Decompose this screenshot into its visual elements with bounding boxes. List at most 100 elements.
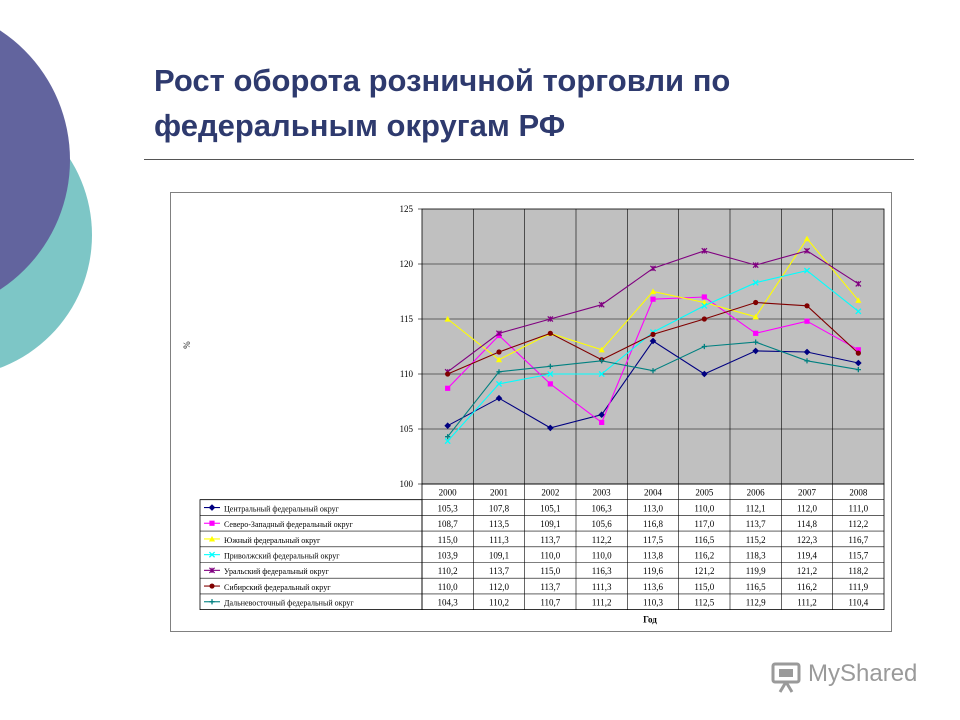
point-marker	[444, 315, 451, 322]
plot-area	[421, 208, 885, 485]
table-value: 109,1	[540, 519, 560, 529]
table-value: 113,8	[643, 551, 663, 561]
legend-entry: Уральский федеральный округ	[224, 567, 329, 576]
table-value: 110,4	[848, 598, 868, 608]
table-value: 115,2	[746, 535, 766, 545]
point-marker	[752, 347, 759, 355]
table-value: 110,0	[694, 503, 714, 513]
x-axis-label: Год	[643, 615, 657, 625]
point-marker	[599, 419, 605, 425]
table-value: 115,0	[438, 535, 458, 545]
table-value: 111,0	[849, 503, 869, 513]
table-value: 113,7	[489, 566, 509, 576]
point-marker	[855, 347, 861, 353]
table-value: 118,3	[746, 551, 766, 561]
point-marker	[208, 535, 216, 542]
table-value: 112,2	[848, 519, 868, 529]
watermark-text: MyShared	[808, 660, 918, 687]
table-value: 115,7	[848, 551, 868, 561]
point-marker	[752, 279, 759, 286]
point-marker	[752, 313, 759, 320]
table-value: 116,5	[694, 535, 714, 545]
x-category-label: 2008	[849, 488, 868, 498]
table-value: 116,7	[848, 535, 868, 545]
point-marker	[803, 348, 811, 356]
point-marker	[495, 394, 503, 402]
table-value: 116,2	[694, 551, 714, 561]
x-category-label: 2005	[695, 488, 714, 498]
table-value: 110,0	[438, 582, 458, 592]
x-category-label: 2000	[439, 488, 458, 498]
point-marker	[209, 583, 215, 589]
point-marker	[496, 349, 502, 355]
table-value: 105,1	[540, 503, 560, 513]
y-tick-label: 125	[400, 204, 414, 214]
point-marker	[650, 368, 656, 374]
table-value: 119,6	[643, 566, 663, 576]
table-value: 108,7	[438, 519, 459, 529]
table-value: 103,9	[438, 551, 459, 561]
table-value: 113,5	[489, 519, 509, 529]
point-marker	[855, 359, 862, 367]
watermark: MyShared	[768, 658, 928, 693]
point-marker	[547, 381, 553, 387]
table-value: 112,2	[592, 535, 612, 545]
retail-turnover-chart: 100 105 110 115 120 125% 2000 2001 2002 2003 2004 2…	[182, 204, 885, 625]
legend-entry: Приволжский федеральный округ	[224, 552, 340, 561]
point-marker	[547, 330, 553, 336]
table-value: 113,7	[540, 582, 560, 592]
point-marker	[855, 350, 861, 356]
table-value: 116,3	[592, 566, 612, 576]
point-marker	[803, 247, 811, 254]
point-marker	[599, 358, 605, 364]
point-marker	[444, 438, 451, 445]
table-value: 113,6	[643, 582, 663, 592]
point-marker	[752, 262, 759, 269]
table-value: 121,2	[694, 566, 714, 576]
point-marker	[445, 434, 451, 440]
table-value: 116,8	[643, 519, 663, 529]
y-tick-label: 100	[400, 479, 414, 489]
legend-entry: Северо-Западный федеральный округ	[224, 520, 353, 529]
point-marker	[495, 356, 503, 363]
table-value: 112,5	[694, 598, 714, 608]
x-category-label: 2003	[593, 488, 612, 498]
table-value: 111,3	[592, 582, 612, 592]
table-value: 112,0	[489, 582, 509, 592]
table-value: 104,3	[438, 598, 459, 608]
x-category-label: 2006	[747, 488, 766, 498]
x-category-label: 2001	[490, 488, 508, 498]
point-marker	[701, 294, 707, 300]
point-marker	[495, 380, 503, 387]
point-marker	[753, 299, 759, 306]
point-marker	[701, 247, 708, 254]
point-marker	[547, 424, 554, 432]
presentation-icon	[771, 662, 801, 693]
y-tick-label: 105	[400, 424, 414, 434]
point-marker	[855, 297, 862, 303]
point-marker	[855, 308, 862, 315]
point-marker	[445, 371, 451, 377]
table-value: 105,6	[592, 519, 613, 529]
point-marker	[649, 288, 657, 295]
table-value: 116,2	[797, 582, 817, 592]
point-marker	[650, 331, 656, 337]
x-category-label: 2004	[644, 488, 663, 498]
table-value: 119,4	[797, 551, 817, 561]
legend-entry: Дальневосточный федеральный округ	[224, 599, 354, 608]
table-value: 113,0	[643, 503, 663, 513]
table-value: 111,2	[797, 598, 817, 608]
point-marker	[496, 369, 502, 375]
table-value: 110,2	[489, 598, 509, 608]
point-marker	[701, 316, 707, 322]
table-value: 114,8	[797, 519, 817, 529]
point-marker	[803, 235, 811, 242]
x-category-label: 2002	[541, 488, 559, 498]
point-marker	[547, 370, 554, 378]
point-marker	[701, 343, 707, 350]
table-value: 107,8	[489, 503, 510, 513]
decorative-circles	[0, 30, 92, 368]
table-value: 121,2	[797, 566, 817, 576]
point-marker	[547, 315, 554, 323]
y-tick-label: 120	[400, 259, 414, 269]
